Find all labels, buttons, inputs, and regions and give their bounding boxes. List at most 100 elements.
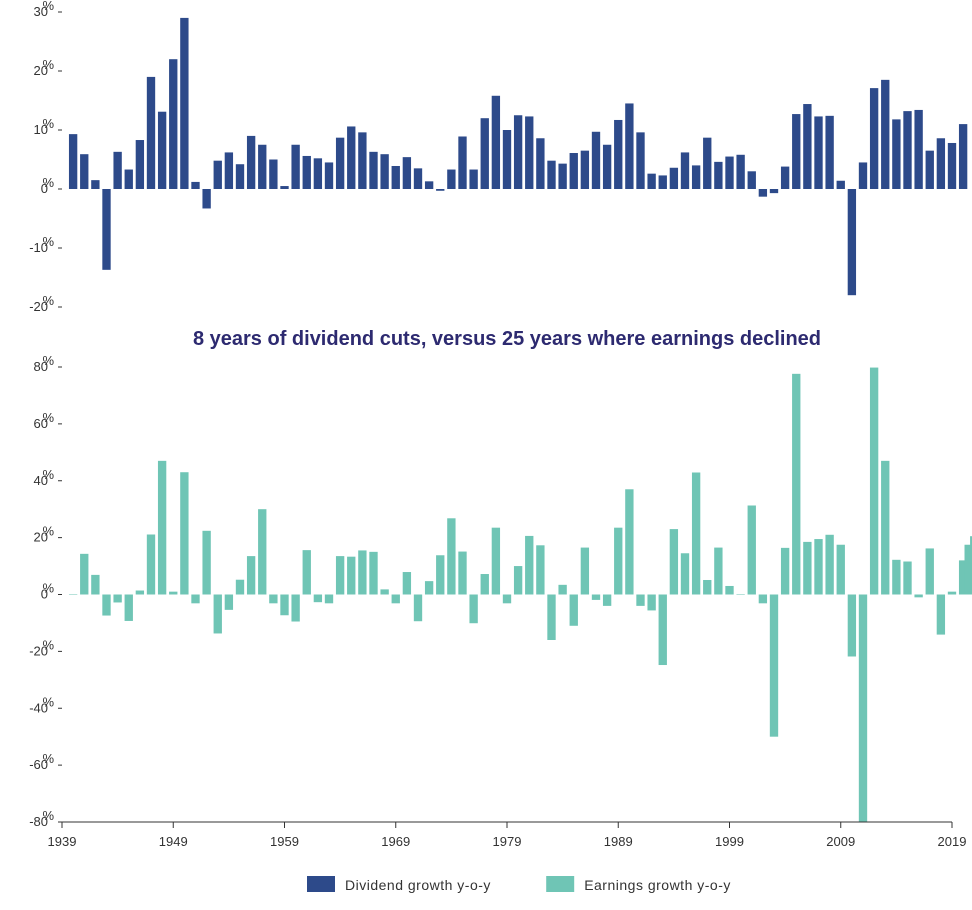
y-tick-pct: % (42, 808, 54, 823)
dividend-growth-bar (214, 161, 222, 189)
legend-swatch (546, 876, 574, 892)
earnings-growth-bar (403, 572, 411, 594)
x-tick-label: 1999 (715, 834, 744, 849)
earnings-growth-bar (69, 595, 77, 596)
earnings-growth-bar (592, 595, 600, 600)
dividend-growth-bar (859, 162, 867, 189)
earnings-growth-bar (903, 562, 911, 595)
earnings-growth-bar (881, 461, 889, 595)
dividend-growth-bar (369, 152, 377, 189)
dividend-growth-bar (280, 186, 288, 189)
dividend-growth-bar (903, 111, 911, 189)
earnings-growth-bar (870, 368, 878, 595)
earnings-growth-bar (703, 580, 711, 595)
earnings-growth-bar (369, 552, 377, 595)
dividend-growth-bar (625, 103, 633, 189)
earnings-growth-bar (792, 374, 800, 595)
earnings-growth-bar (392, 595, 400, 604)
earnings-growth-bar (414, 595, 422, 622)
dividend-growth-bar (492, 96, 500, 189)
earnings-growth-bar (581, 548, 589, 595)
dividend-growth-bar (558, 164, 566, 189)
earnings-growth-bar (325, 595, 333, 604)
dividend-growth-bar (514, 115, 522, 189)
earnings-growth-bar (380, 589, 388, 594)
earnings-growth-bar (191, 595, 199, 604)
dividend-growth-bar (914, 110, 922, 189)
dividend-growth-bar (469, 170, 477, 189)
dividend-growth-bar (803, 104, 811, 189)
dividend-growth-bar (848, 189, 856, 295)
earnings-growth-bar (681, 553, 689, 594)
earnings-growth-bar (280, 595, 288, 616)
dividend-growth-bar (69, 134, 77, 189)
dividend-growth-bar (458, 136, 466, 189)
y-tick-pct: % (42, 751, 54, 766)
dividend-growth-bar (403, 157, 411, 189)
dividend-growth-bar (603, 145, 611, 189)
dividend-growth-bar (647, 174, 655, 189)
earnings-growth-bar (926, 548, 934, 594)
earnings-growth-bar (825, 535, 833, 595)
dividend-growth-bar (547, 161, 555, 189)
x-tick-label: 1949 (159, 834, 188, 849)
annotation-text: 8 years of dividend cuts, versus 25 year… (193, 328, 821, 350)
earnings-growth-bar (291, 595, 299, 622)
x-tick-label: 2019 (938, 834, 967, 849)
y-tick-pct: % (42, 581, 54, 596)
earnings-growth-bar (492, 528, 500, 595)
earnings-growth-bar (336, 556, 344, 594)
earnings-growth-bar (536, 545, 544, 594)
earnings-growth-bar (202, 531, 210, 595)
dividend-growth-bar (225, 152, 233, 189)
dividend-growth-bar (959, 124, 967, 189)
dividend-growth-bar (814, 116, 822, 189)
dividend-growth-bar (481, 118, 489, 189)
dividend-growth-bar (570, 153, 578, 189)
earnings-growth-bar (725, 586, 733, 595)
x-tick-label: 2009 (826, 834, 855, 849)
earnings-growth-bar (736, 595, 744, 596)
dividend-growth-bar (113, 152, 121, 189)
dividend-growth-bar (748, 171, 756, 189)
dividend-growth-bar (725, 157, 733, 189)
y-tick-pct: % (42, 175, 54, 190)
dividend-growth-bar (314, 158, 322, 189)
earnings-growth-bar (303, 550, 311, 594)
dividend-growth-bar (614, 120, 622, 189)
dividend-growth-bar (670, 168, 678, 189)
dividend-growth-bar (169, 59, 177, 189)
dividend-growth-bar (759, 189, 767, 197)
dividend-growth-bar (837, 181, 845, 189)
dividend-growth-bar (147, 77, 155, 189)
dividend-growth-bar (692, 165, 700, 189)
dividend-growth-bar (180, 18, 188, 189)
earnings-growth-bar (314, 595, 322, 603)
earnings-growth-bar (269, 595, 277, 604)
x-tick-label: 1989 (604, 834, 633, 849)
earnings-growth-bar (781, 548, 789, 595)
dividend-growth-bar (269, 160, 277, 190)
earnings-growth-bar (692, 473, 700, 595)
x-tick-label: 1959 (270, 834, 299, 849)
dividend-growth-bar (436, 189, 444, 191)
earnings-growth-bar (425, 581, 433, 594)
earnings-growth-bar (803, 542, 811, 595)
earnings-growth-bar (525, 536, 533, 595)
earnings-growth-bar (247, 556, 255, 594)
legend-label: Dividend growth y-o-y (345, 877, 491, 893)
dividend-growth-bar (447, 170, 455, 189)
earnings-growth-bar (837, 545, 845, 595)
dividend-growth-bar (247, 136, 255, 189)
earnings-growth-bar (447, 518, 455, 594)
dividend-growth-bar (380, 154, 388, 189)
earnings-growth-bar (759, 595, 767, 604)
earnings-growth-bar (636, 595, 644, 606)
dividend-growth-bar (414, 168, 422, 189)
earnings-growth-bar (714, 548, 722, 595)
earnings-growth-bar (458, 552, 466, 595)
legend-label: Earnings growth y-o-y (584, 877, 731, 893)
dividend-growth-bar (770, 189, 778, 193)
earnings-growth-bar (625, 489, 633, 594)
chart-svg: -20%-10%0%10%20%30%-80%-60%-40%-20%0%20%… (0, 0, 972, 910)
